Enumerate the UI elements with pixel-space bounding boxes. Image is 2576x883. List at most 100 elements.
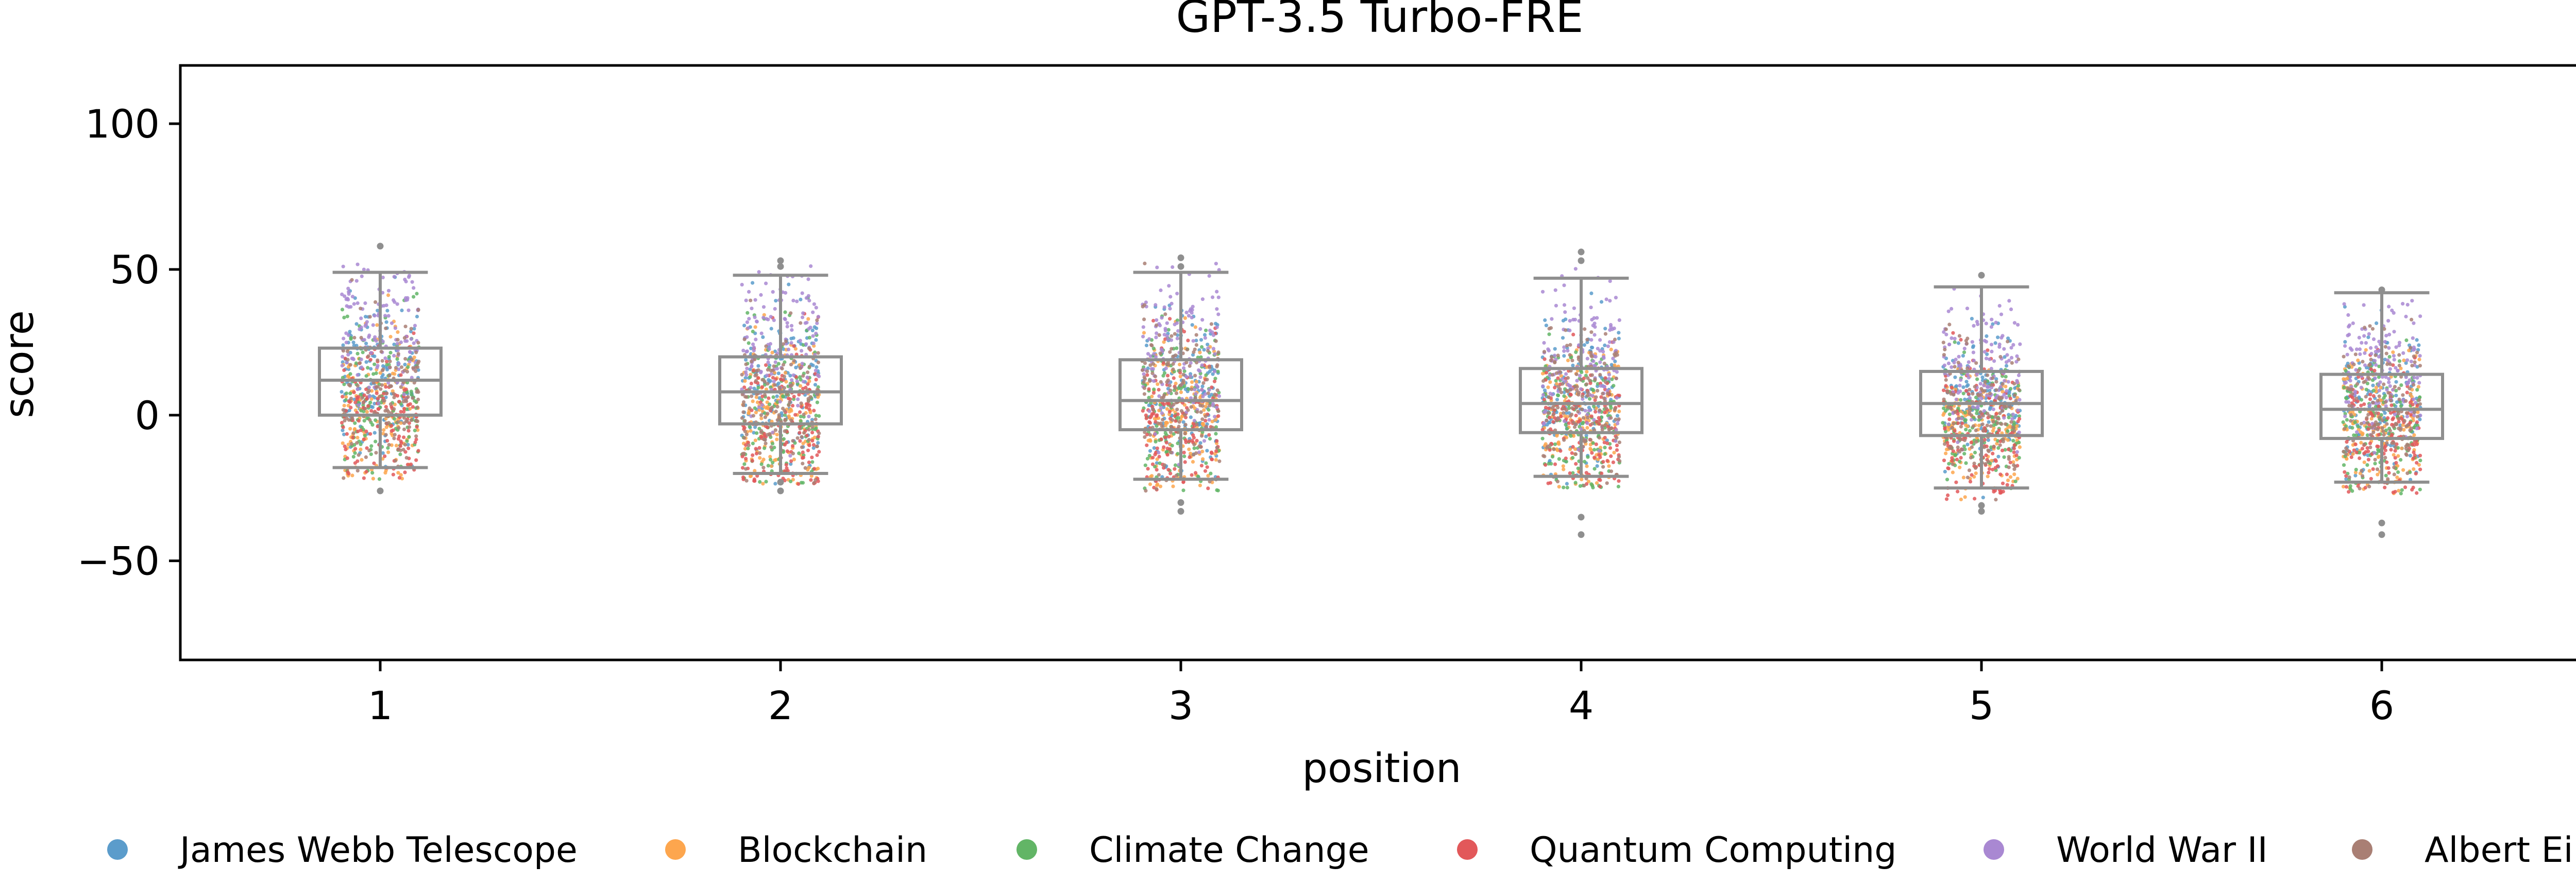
data-point [1571, 456, 1575, 460]
data-point [1943, 409, 1948, 413]
data-point [2347, 475, 2351, 480]
data-point [790, 383, 794, 387]
data-point [811, 443, 816, 447]
data-point [396, 352, 400, 356]
data-point [1171, 484, 1175, 488]
data-point [812, 325, 817, 329]
data-point [374, 300, 378, 304]
data-point [1194, 451, 1198, 455]
data-point [798, 410, 802, 414]
data-point [1952, 421, 1956, 426]
data-point [744, 350, 749, 354]
data-point [1215, 446, 1219, 450]
data-point [2409, 346, 2413, 350]
data-point [1604, 297, 1608, 301]
data-point [2011, 438, 2015, 443]
data-point [758, 400, 762, 404]
data-point [340, 292, 344, 297]
data-point [2369, 417, 2374, 421]
data-point [1967, 360, 1971, 364]
data-point [1956, 489, 1960, 494]
data-point [755, 431, 759, 435]
data-point [1951, 470, 1955, 474]
data-point [1602, 362, 1606, 366]
data-point [1183, 438, 1188, 442]
data-point [1216, 295, 1221, 299]
data-point [1591, 359, 1596, 363]
data-point [1173, 463, 1178, 467]
data-point [2358, 352, 2362, 356]
data-point [1212, 369, 1217, 373]
data-point [2009, 346, 2013, 350]
data-point [1974, 471, 1978, 476]
data-point [368, 315, 372, 319]
data-point [1943, 347, 1947, 352]
data-point [2369, 433, 2374, 437]
data-point [1591, 441, 1595, 445]
data-point [2012, 443, 2016, 447]
data-point [1168, 430, 1173, 434]
data-point [2415, 420, 2419, 424]
data-point [800, 445, 804, 449]
data-point [1568, 319, 1572, 323]
data-point [1194, 392, 1198, 396]
data-point [1215, 307, 1219, 311]
data-point [392, 392, 396, 396]
data-point [2374, 404, 2378, 409]
data-point [1202, 439, 1207, 443]
data-point [1206, 473, 1210, 478]
data-point [349, 405, 353, 410]
data-point [1146, 467, 1150, 471]
data-point [2412, 450, 2416, 454]
data-point [371, 381, 376, 385]
data-point [2359, 403, 2363, 407]
data-point [1986, 385, 1990, 389]
data-point [2358, 456, 2362, 461]
data-point [2418, 413, 2422, 418]
data-point [1601, 460, 1605, 464]
data-point [776, 362, 781, 366]
data-point [760, 403, 764, 407]
data-point [359, 316, 363, 320]
data-point [414, 369, 418, 373]
data-point [1199, 410, 1203, 414]
data-point [1608, 322, 1613, 327]
data-point [743, 376, 748, 380]
data-point [1157, 454, 1161, 459]
data-point [1204, 328, 1208, 332]
data-point [1615, 448, 1619, 452]
data-point [1981, 429, 1986, 433]
data-point [1558, 370, 1562, 374]
data-point [2418, 314, 2422, 318]
data-point [740, 454, 744, 459]
data-point [2004, 364, 2009, 368]
data-point [1585, 426, 1589, 430]
data-point [804, 342, 808, 346]
data-point [2401, 423, 2405, 427]
data-point [1184, 375, 1189, 379]
data-point [1958, 465, 1962, 469]
data-point [752, 348, 756, 353]
data-point [2374, 385, 2378, 390]
data-point [795, 299, 799, 303]
data-point [363, 434, 367, 438]
data-point [2005, 472, 2009, 477]
data-point [2365, 421, 2369, 425]
data-point [2008, 396, 2012, 401]
data-point [1540, 290, 1545, 294]
data-point [2418, 417, 2422, 421]
data-point [1187, 439, 1191, 444]
data-point [386, 410, 391, 414]
data-point [810, 425, 815, 429]
data-point [1550, 355, 1554, 359]
data-point [1972, 359, 1976, 363]
data-point [412, 331, 416, 335]
data-point [1994, 380, 1998, 384]
data-point [411, 396, 415, 400]
data-point [1169, 450, 1173, 454]
data-point [810, 455, 814, 460]
data-point [1603, 332, 1607, 336]
data-point [1571, 445, 1575, 449]
data-point [1956, 416, 1960, 420]
data-point [350, 295, 355, 299]
